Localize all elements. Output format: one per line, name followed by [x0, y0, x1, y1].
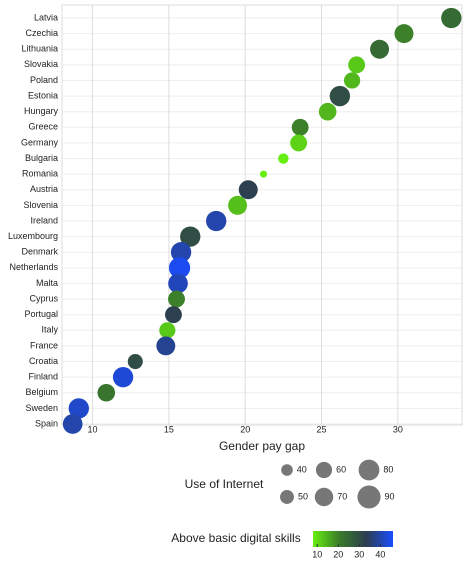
colorbar [313, 531, 393, 547]
bubble [97, 383, 116, 402]
plot-border [61, 4, 463, 426]
bubble [329, 85, 351, 107]
color-legend-title: Above basic digital skills [171, 531, 300, 545]
y-tick-label: France [30, 340, 58, 350]
bubble [159, 322, 176, 339]
y-tick-label: Cyprus [29, 293, 58, 303]
bubble [228, 195, 248, 215]
bubble [260, 170, 268, 178]
y-tick-label: Portugal [24, 309, 58, 319]
bubble [370, 39, 390, 59]
x-tick-label: 30 [393, 424, 403, 434]
bubble [206, 210, 227, 232]
y-tick-label: Poland [30, 75, 58, 85]
y-tick-label: Netherlands [9, 262, 58, 272]
y-tick-label: Italy [41, 325, 58, 335]
size-legend-circle [281, 464, 293, 476]
y-tick-label: Slovenia [23, 200, 58, 210]
bubble [278, 153, 289, 164]
bubble [168, 273, 188, 294]
colorbar-tick-label: 10 [312, 549, 322, 559]
y-tick-label: Estonia [28, 90, 58, 100]
x-axis-title: Gender pay gap [219, 439, 305, 453]
bubble [62, 414, 83, 434]
y-tick-label: Lithuania [21, 44, 58, 54]
bubble [127, 354, 143, 370]
y-tick-label: Austria [30, 184, 58, 194]
size-legend-circle [280, 490, 294, 504]
size-legend-label: 60 [336, 464, 346, 474]
x-tick-label: 15 [164, 424, 174, 434]
y-tick-label: Romania [22, 169, 58, 179]
size-legend-label: 40 [297, 464, 307, 474]
x-tick-label: 10 [88, 424, 98, 434]
bubble [165, 306, 182, 324]
size-legend-label: 90 [385, 491, 395, 501]
y-tick-label: Sweden [25, 403, 58, 413]
size-legend-circle [314, 487, 334, 507]
y-tick-label: Luxembourg [8, 231, 58, 241]
bubble [238, 180, 258, 200]
bubble [180, 226, 201, 247]
y-tick-label: Malta [36, 278, 58, 288]
bubble [170, 242, 192, 263]
size-legend-label: 70 [337, 491, 347, 501]
x-tick-label: 25 [317, 424, 327, 434]
bubble [348, 56, 366, 74]
colorbar-tick-label: 30 [354, 549, 364, 559]
bubble [68, 398, 89, 419]
bubble [441, 7, 462, 29]
y-tick-label: Bulgaria [25, 153, 58, 163]
y-tick-label: Denmark [21, 247, 58, 257]
bubble [290, 134, 308, 152]
bubble [168, 257, 191, 279]
y-tick-label: Germany [21, 137, 59, 147]
y-tick-label: Spain [35, 418, 58, 428]
bubble [394, 24, 414, 44]
y-tick-label: Finland [28, 372, 58, 382]
y-tick-label: Ireland [30, 215, 58, 225]
y-tick-label: Czechia [25, 28, 58, 38]
size-legend-title: Use of Internet [185, 477, 264, 491]
bubble [343, 72, 361, 89]
y-tick-label: Greece [28, 122, 58, 132]
bubble [168, 290, 185, 308]
size-legend-label: 50 [298, 491, 308, 501]
y-tick-label: Latvia [34, 12, 58, 22]
colorbar-tick-label: 40 [375, 549, 385, 559]
x-tick-label: 20 [240, 424, 250, 434]
y-tick-label: Slovakia [24, 59, 58, 69]
plot-area [62, 5, 462, 425]
bubble [112, 366, 134, 388]
y-tick-label: Croatia [29, 356, 58, 366]
bubble [318, 102, 337, 121]
bubble [156, 336, 176, 356]
size-legend-label: 80 [383, 464, 393, 474]
size-legend-circle [357, 485, 381, 509]
size-legend-circle [315, 461, 333, 479]
colorbar-tick-label: 20 [333, 549, 343, 559]
size-legend-circle [358, 459, 380, 481]
y-tick-label: Hungary [24, 106, 59, 116]
y-tick-label: Belgium [25, 387, 58, 397]
bubble [291, 118, 309, 136]
